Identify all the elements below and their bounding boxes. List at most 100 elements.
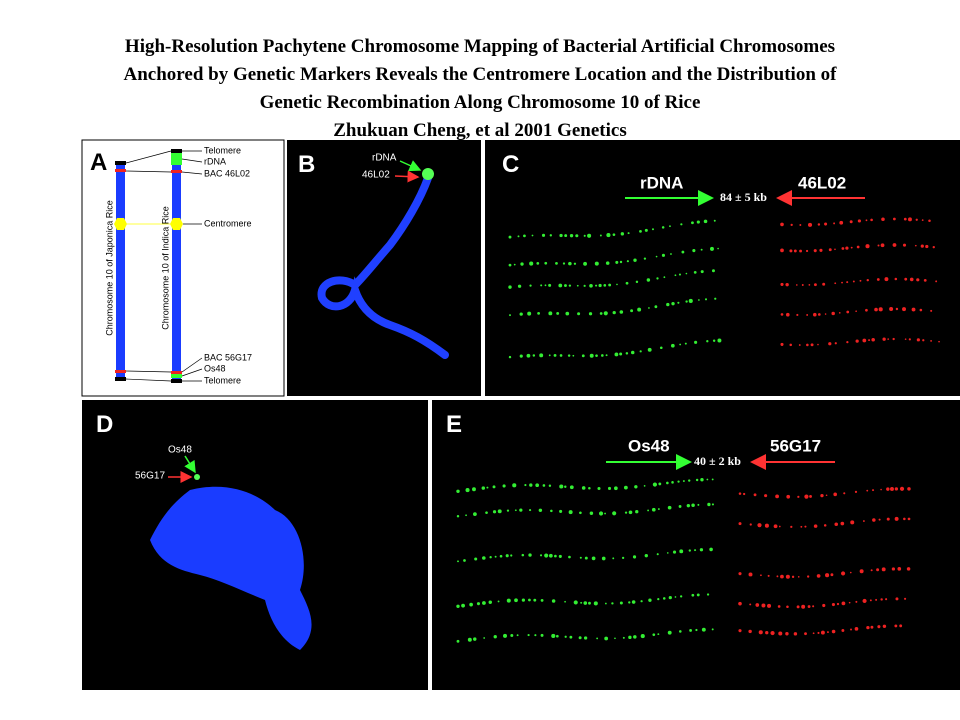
signal-dot [859,569,864,574]
signal-dot [876,278,880,281]
signal-dot [824,313,827,315]
signal-dot [904,338,907,340]
signal-dot [800,525,803,528]
signal-dot [588,486,591,490]
signal-dot [778,525,781,528]
signal-dot [457,560,459,563]
signal-dot [938,340,940,343]
signal-dot [922,339,925,342]
signal-dot [621,556,625,560]
signal-dot [661,253,666,257]
signal-dot [799,249,803,253]
signal-dot [654,305,658,309]
signal-dot [671,301,675,306]
signal-dot [539,554,543,557]
signal-dot [605,354,608,357]
signal-dot [564,485,567,488]
signal-dot [775,494,780,499]
arrow [394,170,420,183]
signal-dot [612,557,615,560]
signal-dot [679,595,683,598]
signal-dot [869,599,872,602]
signal-dot [923,278,927,282]
signal-dot [780,248,784,253]
signal-dot [738,601,742,606]
signal-dot [786,494,791,499]
signal-dot [834,248,836,251]
arrow [399,160,422,172]
signal-dot [930,339,933,342]
signal-dot [870,569,873,572]
title-line: High-Resolution Pachytene Chromosome Map… [125,36,835,57]
signal-dot [555,262,558,265]
signal-dot [856,245,860,249]
signal-dot [603,311,608,316]
probe-label: 46L02 [362,170,390,181]
signal-dot [886,517,890,521]
signal-dot [569,485,574,490]
signal-dot [497,509,502,514]
signal-dot [711,628,714,631]
signal-dot [843,492,846,495]
signal-dot [916,338,920,342]
signal-dot [911,307,916,312]
signal-dot [544,553,549,558]
signal-dot [780,282,784,286]
signal-dot [714,297,717,300]
signal-dot [908,217,912,222]
signal-dot [786,605,789,609]
signal-dot [804,494,809,499]
signal-dot [895,597,899,601]
signal-dot [666,302,670,307]
signal-dot [689,629,692,632]
signal-dot [820,630,825,635]
signal-dot [700,478,704,482]
signal-dot [583,636,588,640]
signal-dot [564,284,567,288]
signal-dot [628,510,633,515]
signal-dot [667,630,672,635]
signal-dot [801,284,804,286]
signal-dot [780,574,784,579]
signal-dot [655,255,658,258]
signal-dot [508,355,512,359]
signal-dot [595,284,598,287]
signal-dot [614,486,618,491]
bac [171,371,182,374]
bac [171,170,182,173]
signal-dot [776,575,779,578]
signal-dot [508,235,512,239]
signal-dot [868,339,871,342]
signal-dot [767,574,770,577]
signal-dot [536,262,540,265]
signal-dot [558,283,563,288]
signal-dot [877,625,881,629]
signal-dot [559,509,563,513]
signal-dot [785,574,790,579]
signal-dot [581,486,586,490]
signal-dot [633,258,637,262]
title-line: Anchored by Genetic Markers Reveals the … [124,64,838,85]
signal-dot [845,246,849,250]
signal-dot [797,495,800,498]
signal [194,474,200,480]
signal-dot [874,307,878,312]
signal-dot [807,575,810,578]
signal-dot [564,635,567,638]
signal-dot [831,311,835,316]
signal-dot [519,312,523,316]
signal-dot [677,480,680,483]
signal-dot [493,635,497,639]
signal-dot [624,511,628,514]
signal-dot [696,220,700,224]
signal-dot [753,493,757,497]
signal-dot [556,311,560,315]
signal-dot [533,598,537,602]
signal-dot [489,556,492,559]
signal-dot [799,224,802,226]
signal-dot [870,218,873,222]
signal-dot [528,553,532,557]
signal-dot [529,483,533,487]
signal-dot [632,555,637,559]
signal-dot [859,279,862,282]
